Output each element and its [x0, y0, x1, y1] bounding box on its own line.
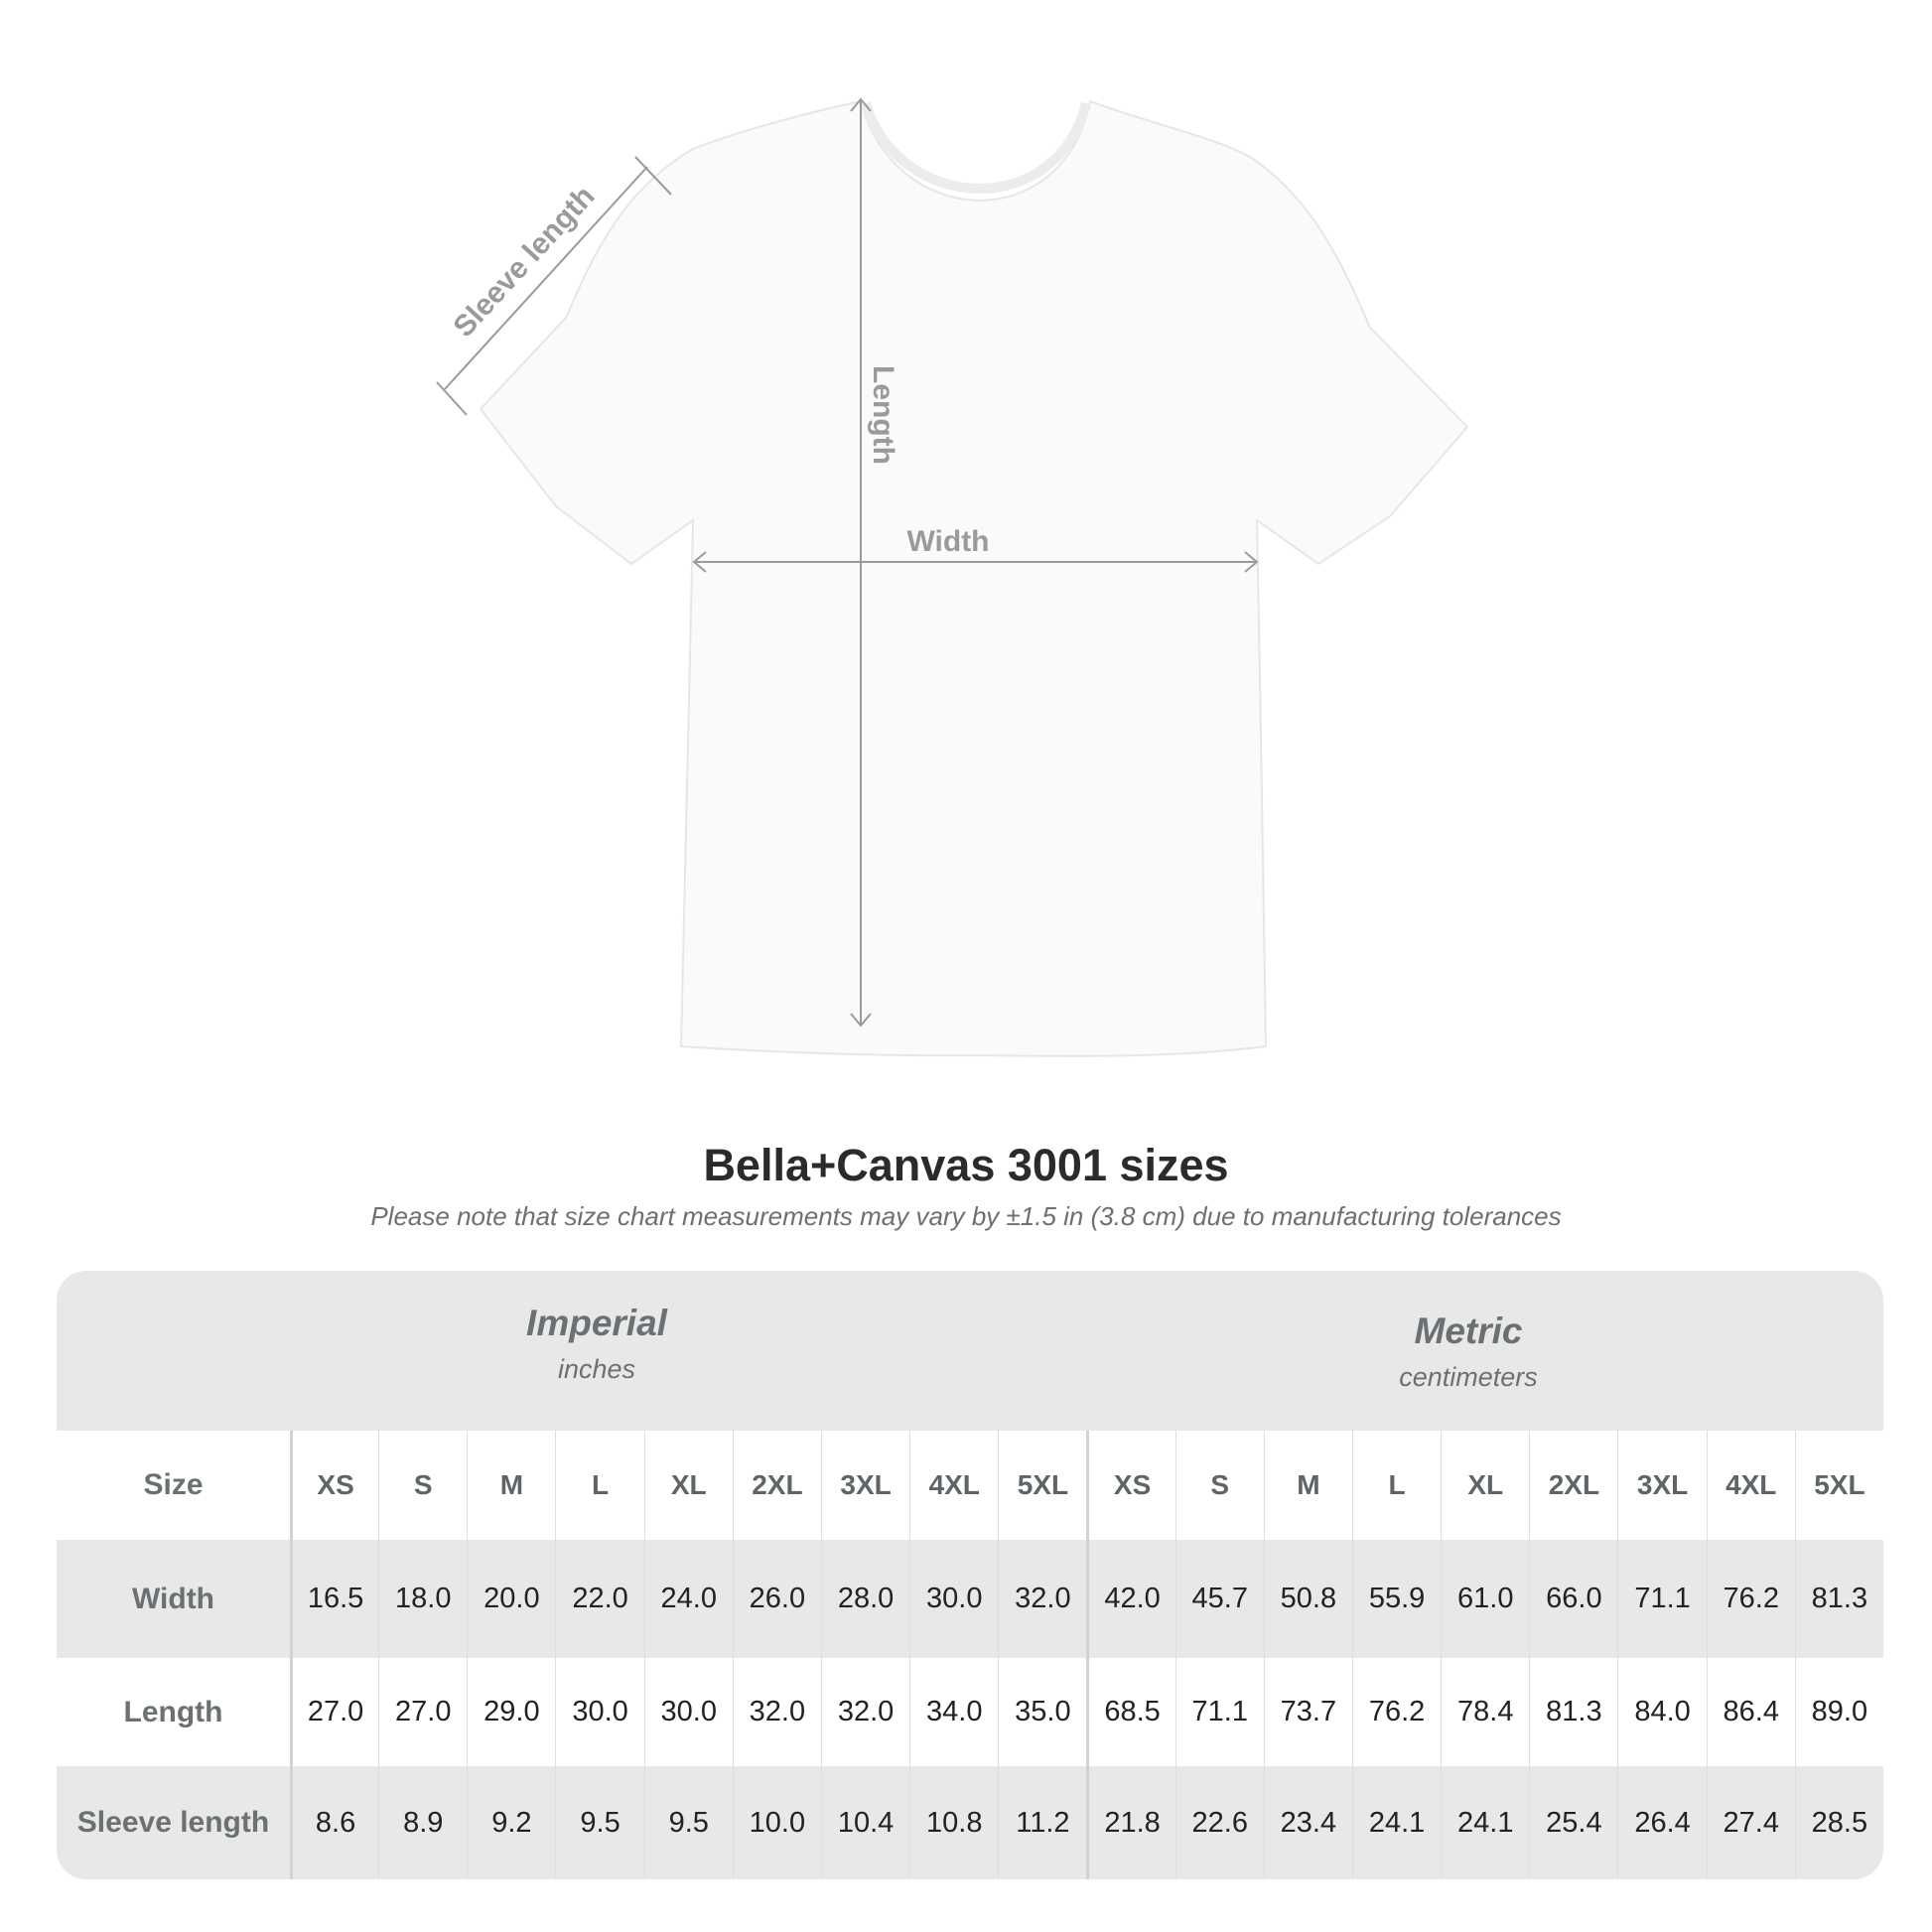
value-cell: 50.8	[1263, 1540, 1352, 1658]
value-cell: 25.4	[1529, 1766, 1618, 1879]
size-header-cell: XL	[643, 1431, 733, 1540]
value-cell: 24.1	[1441, 1766, 1530, 1879]
value-cell: 30.0	[555, 1658, 643, 1766]
value-cell: 71.1	[1174, 1658, 1264, 1766]
value-cell: 35.0	[998, 1658, 1086, 1766]
length-arrow-bottom	[850, 1013, 872, 1028]
value-cell: 27.0	[290, 1658, 378, 1766]
size-header-cell: 2XL	[1529, 1431, 1617, 1540]
metric-title: Metric	[1414, 1311, 1523, 1351]
width-arrow-right	[1244, 551, 1259, 573]
value-cell: 76.2	[1706, 1540, 1795, 1658]
value-cell: 81.3	[1529, 1658, 1617, 1766]
value-cell: 27.4	[1706, 1766, 1795, 1879]
size-header-cell: XS	[290, 1431, 378, 1540]
value-cell: 8.6	[290, 1766, 379, 1879]
value-cell: 24.0	[643, 1540, 733, 1658]
imperial-unit: inches	[557, 1354, 636, 1384]
value-cell: 30.0	[643, 1658, 733, 1766]
value-cell: 71.1	[1617, 1540, 1707, 1658]
size-header-cell: 4XL	[1706, 1431, 1795, 1540]
value-cell: 26.4	[1617, 1766, 1707, 1879]
value-cell: 81.3	[1794, 1540, 1883, 1658]
value-cell: 10.0	[732, 1766, 821, 1879]
size-header-cell: XL	[1441, 1431, 1529, 1540]
value-cell: 30.0	[909, 1540, 999, 1658]
value-cell: 34.0	[909, 1658, 998, 1766]
value-cell: 9.2	[467, 1766, 556, 1879]
imperial-group-header: Imperial inches	[348, 1303, 845, 1385]
sleeve-measure-line	[444, 166, 648, 390]
value-cell: 9.5	[643, 1766, 733, 1879]
size-header-cell: XS	[1086, 1431, 1174, 1540]
size-header-cell: L	[1351, 1431, 1441, 1540]
row-label: Length	[123, 1695, 223, 1728]
value-cell: 29.0	[467, 1658, 555, 1766]
value-cell: 28.0	[820, 1540, 910, 1658]
size-header-cell: S	[1174, 1431, 1264, 1540]
size-header-cell: 5XL	[998, 1431, 1086, 1540]
value-cell: 28.5	[1794, 1766, 1883, 1879]
size-header-cell: 4XL	[909, 1431, 998, 1540]
value-cell: 84.0	[1617, 1658, 1706, 1766]
size-header-cell: 5XL	[1794, 1431, 1883, 1540]
page-title: Bella+Canvas 3001 sizes	[703, 1140, 1229, 1190]
unit-header-band: Imperial inches Metric centimeters	[57, 1271, 1883, 1431]
value-cell: 66.0	[1529, 1540, 1618, 1658]
size-chart-table: Imperial inches Metric centimeters Size X…	[57, 1271, 1883, 1879]
value-cell: 86.4	[1706, 1658, 1795, 1766]
value-cell: 9.5	[555, 1766, 644, 1879]
sleeve-tick-left	[436, 381, 468, 416]
value-cell: 10.4	[820, 1766, 910, 1879]
value-cell: 24.1	[1351, 1766, 1442, 1879]
size-grid: Size XS S M L XL 2XL 3XL 4XL 5XL XS S M L XL 2XL 3XL 4XL 5…	[57, 1431, 1883, 1879]
value-cell: 10.8	[909, 1766, 999, 1879]
metric-unit: centimeters	[1399, 1362, 1538, 1392]
value-cell: 42.0	[1086, 1540, 1175, 1658]
value-cell: 61.0	[1441, 1540, 1530, 1658]
length-arrow-top	[850, 97, 872, 112]
sleeve-tick-right	[634, 156, 672, 196]
value-cell: 78.4	[1441, 1658, 1529, 1766]
size-header-cell: M	[1263, 1431, 1352, 1540]
size-header-cell: 2XL	[732, 1431, 821, 1540]
row-label: Sleeve length	[57, 1766, 290, 1879]
value-cell: 32.0	[820, 1658, 909, 1766]
value-cell: 16.5	[290, 1540, 379, 1658]
metric-group-header: Metric centimeters	[1220, 1311, 1717, 1393]
value-cell: 32.0	[998, 1540, 1087, 1658]
length-label: Length	[867, 365, 899, 465]
value-cell: 8.9	[378, 1766, 468, 1879]
width-arrow-left	[692, 551, 707, 573]
value-cell: 73.7	[1263, 1658, 1352, 1766]
value-cell: 55.9	[1351, 1540, 1442, 1658]
value-cell: 22.6	[1174, 1766, 1264, 1879]
value-cell: 27.0	[378, 1658, 467, 1766]
size-header-cell: 3XL	[820, 1431, 909, 1540]
width-label: Width	[906, 525, 989, 558]
value-cell: 45.7	[1174, 1540, 1264, 1658]
tshirt-diagram: Sleeve length Length Width	[436, 97, 1469, 1057]
value-cell: 22.0	[555, 1540, 644, 1658]
value-cell: 26.0	[732, 1540, 821, 1658]
tshirt-image	[479, 99, 1469, 1057]
value-cell: 18.0	[378, 1540, 468, 1658]
value-cell: 23.4	[1263, 1766, 1352, 1879]
value-cell: 32.0	[732, 1658, 821, 1766]
size-header-cell: M	[467, 1431, 555, 1540]
tolerance-note: Please note that size chart measurements…	[370, 1201, 1562, 1231]
value-cell: 20.0	[467, 1540, 556, 1658]
size-header-cell: 3XL	[1617, 1431, 1706, 1540]
value-cell: 21.8	[1086, 1766, 1175, 1879]
size-header-cell: S	[378, 1431, 467, 1540]
size-header-cell: L	[555, 1431, 643, 1540]
value-cell: 68.5	[1086, 1658, 1174, 1766]
imperial-title: Imperial	[526, 1303, 667, 1343]
collar	[861, 101, 1091, 194]
row-label: Width	[57, 1540, 290, 1658]
size-header-label: Size	[143, 1468, 204, 1501]
value-cell: 11.2	[998, 1766, 1087, 1879]
value-cell: 89.0	[1794, 1658, 1883, 1766]
value-cell: 76.2	[1351, 1658, 1441, 1766]
